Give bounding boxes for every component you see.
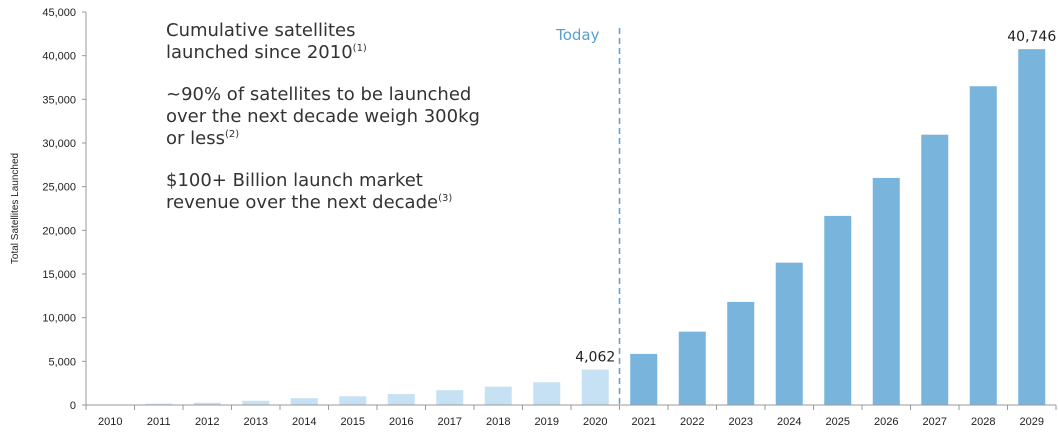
y-tick-label: 0 bbox=[70, 400, 76, 412]
bars bbox=[96, 49, 1046, 405]
x-axis: 2010 2011 2012 2013 2014 2015 2016 2017 2018 2019… bbox=[85, 404, 1057, 428]
bar-2017 bbox=[436, 390, 464, 405]
x-tick-label: 2014 bbox=[292, 416, 316, 428]
x-tick-label: 2015 bbox=[341, 416, 365, 428]
bar-2022 bbox=[678, 331, 706, 405]
y-tick-label: 35,000 bbox=[42, 94, 76, 106]
x-tick-label: 2011 bbox=[147, 416, 171, 428]
x-tick-label: 2027 bbox=[923, 416, 947, 428]
today-label: Today bbox=[555, 26, 600, 44]
x-tick-label: 2016 bbox=[389, 416, 413, 428]
x-tick-label: 2017 bbox=[438, 416, 462, 428]
bar-2012 bbox=[193, 402, 221, 405]
x-tick-label: 2023 bbox=[729, 416, 753, 428]
bar-2021 bbox=[630, 353, 658, 405]
x-tick-label: 2028 bbox=[971, 416, 995, 428]
bar-2016 bbox=[387, 394, 415, 405]
x-tick-label: 2013 bbox=[244, 416, 268, 428]
bar-2024 bbox=[775, 262, 803, 405]
x-tick-label: 2020 bbox=[583, 416, 607, 428]
bar-2013 bbox=[242, 400, 270, 405]
x-tick-label: 2026 bbox=[874, 416, 898, 428]
bar-2011 bbox=[145, 403, 173, 405]
bar-2020 bbox=[581, 369, 609, 405]
data-labels: 4,062 40,746 bbox=[575, 29, 1056, 365]
x-tick-label: 2022 bbox=[680, 416, 704, 428]
y-tick-label: 20,000 bbox=[42, 225, 76, 237]
x-tick-label: 2010 bbox=[98, 416, 122, 428]
bar-2019 bbox=[533, 382, 561, 405]
x-tick-label: 2019 bbox=[535, 416, 559, 428]
bar-2029 bbox=[1018, 49, 1046, 405]
y-tick-label: 40,000 bbox=[42, 51, 76, 63]
x-tick-label: 2029 bbox=[1020, 416, 1044, 428]
data-label-2029: 40,746 bbox=[1007, 29, 1056, 45]
x-tick-label: 2025 bbox=[826, 416, 850, 428]
y-tick-label: 45,000 bbox=[42, 7, 76, 19]
bar-2023 bbox=[727, 301, 755, 405]
x-tick-label: 2024 bbox=[777, 416, 801, 428]
y-tick-label: 10,000 bbox=[42, 313, 76, 325]
bar-2027 bbox=[921, 134, 949, 405]
bar-2015 bbox=[339, 396, 367, 405]
y-tick-label: 5,000 bbox=[48, 356, 76, 368]
x-tick-label: 2012 bbox=[195, 416, 219, 428]
annotation-heading: Cumulative satellites launched since 201… bbox=[166, 20, 367, 63]
bar-2028 bbox=[969, 86, 997, 405]
y-axis: 0 5,000 10,000 15,000 20,000 25,000 30,000 35,0… bbox=[42, 7, 87, 412]
annotation-weight-note: ~90% of satellites to be launched over t… bbox=[166, 84, 480, 149]
y-tick-label: 30,000 bbox=[42, 138, 76, 150]
y-tick-label: 25,000 bbox=[42, 182, 76, 194]
x-tick-label: 2021 bbox=[632, 416, 656, 428]
annotation-revenue-note: $100+ Billion launch market revenue over… bbox=[166, 170, 453, 213]
bar-2018 bbox=[484, 386, 512, 405]
bar-2025 bbox=[824, 215, 852, 405]
data-label-2020: 4,062 bbox=[575, 350, 615, 366]
y-axis-title: Total Satellites Launched bbox=[10, 153, 21, 264]
y-tick-label: 15,000 bbox=[42, 269, 76, 281]
x-tick-label: 2018 bbox=[486, 416, 510, 428]
bar-2026 bbox=[872, 177, 900, 405]
bar-2014 bbox=[290, 398, 318, 405]
chart-annotation: Cumulative satellites launched since 201… bbox=[166, 20, 486, 234]
